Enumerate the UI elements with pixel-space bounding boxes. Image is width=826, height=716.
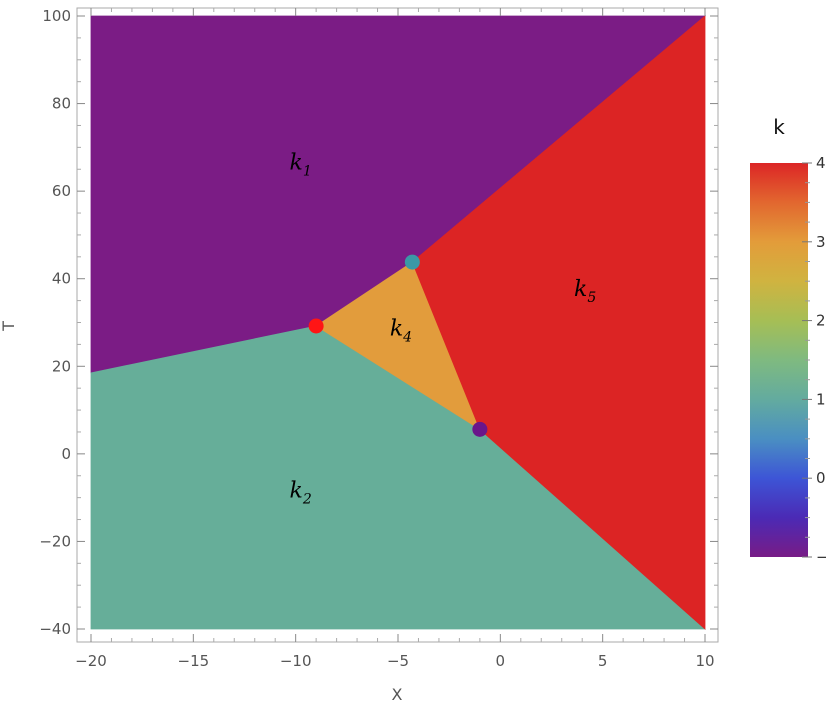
x-tick-label: −5 <box>387 652 409 670</box>
points-layer <box>308 254 488 437</box>
y-tick-label: −20 <box>39 532 71 550</box>
red-point <box>308 318 324 334</box>
colorbar-tick-label: −1 <box>816 548 826 566</box>
region-label-k5: k5 <box>574 277 596 306</box>
x-axis-title: X <box>392 685 403 704</box>
region-k5 <box>411 15 706 630</box>
y-axis-title: T <box>0 321 18 332</box>
colorbar-tick-label: 4 <box>816 154 826 172</box>
y-tick-label: 80 <box>52 95 71 113</box>
x-tick-label: 0 <box>496 652 506 670</box>
colorbar-tick-label: 0 <box>816 469 826 487</box>
region-label-k1: k1 <box>290 150 312 179</box>
region-labels: k1 k2 k4 k5 <box>290 150 597 507</box>
region-label-k4: k4 <box>390 317 412 346</box>
region-label-k2: k2 <box>290 479 312 508</box>
y-tick-label: −40 <box>39 620 71 638</box>
x-tick-label: 10 <box>695 652 714 670</box>
y-tick-label: 60 <box>52 182 71 200</box>
y-tick-label: 0 <box>61 445 71 463</box>
colorbar-tick-label: 1 <box>816 390 826 408</box>
y-tick-label: 20 <box>52 357 71 375</box>
x-tick-label: −20 <box>75 652 107 670</box>
teal-point <box>404 254 420 270</box>
colorbar-tick-label: 3 <box>816 233 826 251</box>
colorbar-tick-label: 2 <box>816 312 826 330</box>
regions-layer <box>90 15 707 630</box>
colorbar-ticks: −1 0 1 2 3 4 <box>802 154 826 566</box>
purple-point <box>472 421 488 437</box>
colorbar-title: k <box>773 115 785 139</box>
colorbar-gradient <box>750 163 808 557</box>
x-tick-label: 5 <box>598 652 608 670</box>
x-tick-label: −15 <box>178 652 210 670</box>
y-tick-label: 100 <box>42 7 71 25</box>
colorbar: k −1 0 1 2 3 4 <box>750 115 826 566</box>
y-tick-label: 40 <box>52 270 71 288</box>
x-tick-label: −10 <box>280 652 312 670</box>
